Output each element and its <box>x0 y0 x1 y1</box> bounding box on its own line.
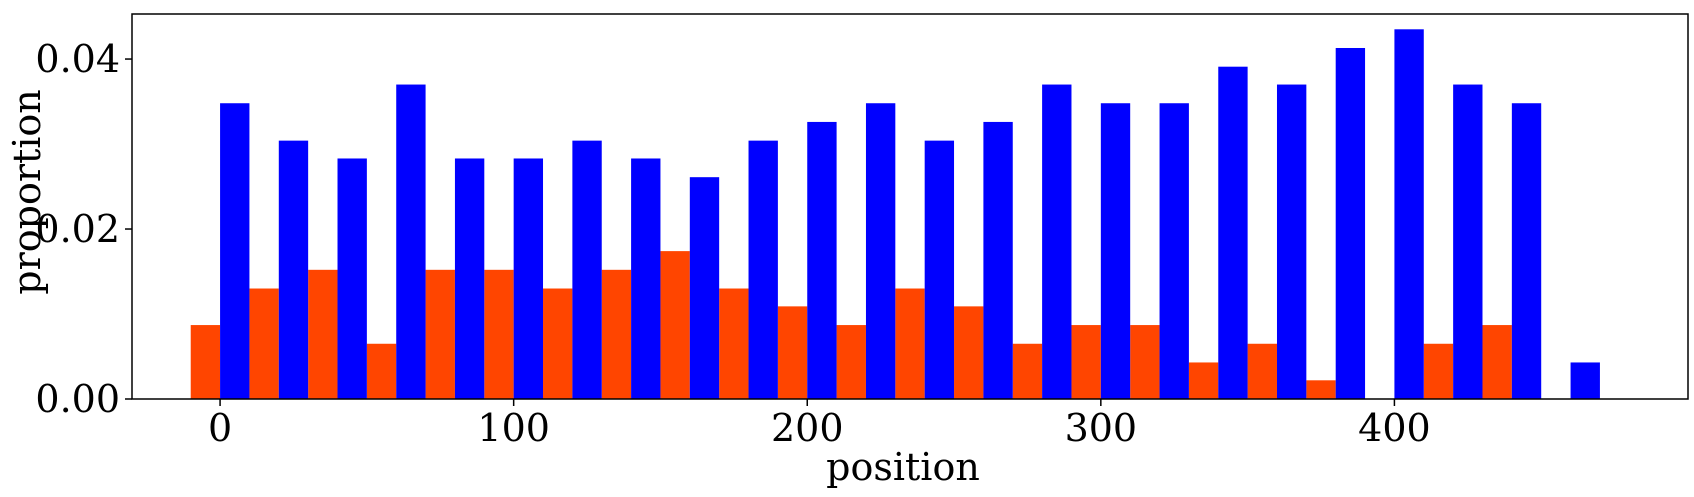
y-axis-label: proportion <box>5 89 49 295</box>
plot-frame <box>131 13 1689 400</box>
bar-series-2-bin-220 <box>865 103 896 400</box>
bar-series-1-bin-0 <box>190 325 221 399</box>
bar-series-2-bin-180 <box>748 140 778 400</box>
x-tick-label: 400 <box>1358 406 1431 450</box>
bar-series-2-bin-340 <box>1218 66 1248 400</box>
bar-series-2-bin-140 <box>631 158 661 399</box>
bar-series-1-bin-440 <box>1482 325 1512 399</box>
bar-series-2-bin-300 <box>1100 103 1131 400</box>
bar-series-1-bin-100 <box>484 269 514 399</box>
bar-series-2-bin-100 <box>513 158 544 399</box>
bar-series-1-bin-40 <box>308 269 338 399</box>
y-tick-label: 0.04 <box>35 37 120 81</box>
x-tick-label: 300 <box>1065 406 1138 450</box>
bar-series-2-bin-320 <box>1159 103 1189 400</box>
bar-series-1-bin-380 <box>1306 380 1336 399</box>
bar-series-2-bin-240 <box>924 140 955 400</box>
bar-series-1-bin-360 <box>1247 343 1277 399</box>
bar-series-2-bin-400 <box>1394 29 1424 400</box>
bar-series-1-bin-340 <box>1188 362 1219 399</box>
bar-series-2-bin-200 <box>807 121 837 400</box>
x-tick-label: 100 <box>477 406 550 450</box>
x-axis-label: position <box>826 445 980 489</box>
bar-series-1-bin-320 <box>1130 325 1160 399</box>
y-axis-ticks: 0.00 0.02 0.04 <box>35 37 132 421</box>
bar-series-1-bin-20 <box>249 288 279 399</box>
y-tick-label: 0.02 <box>35 207 120 251</box>
bar-series-1-bin-80 <box>425 269 455 399</box>
bar-series-2-bin-160 <box>689 177 720 399</box>
bar-series-2-bin-440 <box>1511 103 1542 400</box>
bar-series-2-bin-420 <box>1453 84 1483 400</box>
x-tick-label: 0 <box>208 406 232 450</box>
bar-series-2-bin-20 <box>278 140 309 400</box>
bar-series-1-bin-280 <box>1012 343 1043 399</box>
bar-series-1-bin-260 <box>954 306 984 399</box>
bar-series-1-bin-300 <box>1071 325 1101 399</box>
bar-series-2-bin-80 <box>454 158 485 399</box>
bar-series-1-bin-180 <box>719 288 749 399</box>
bar-series-1-bin-140 <box>601 269 632 399</box>
y-tick-label: 0.00 <box>35 377 120 421</box>
bar-series-2-bin-260 <box>983 121 1013 400</box>
bar-series-1-bin-160 <box>660 251 690 399</box>
bar-series-1-bin-120 <box>543 288 573 399</box>
bar-series-1-bin-220 <box>836 325 866 399</box>
bar-series-2-bin-380 <box>1335 47 1366 400</box>
bar-series-2-bin-40 <box>337 158 367 399</box>
x-tick-label: 200 <box>771 406 844 450</box>
bar-series-2-bin-360 <box>1276 84 1307 400</box>
bar-series-1-bin-200 <box>777 306 808 399</box>
bar-series-2-bin-60 <box>396 84 426 400</box>
bar-series-2-bin-280 <box>1042 84 1072 400</box>
bar-series-1-bin-240 <box>895 288 925 399</box>
x-axis-ticks: 0 100 200 300 400 <box>208 399 1431 450</box>
bar-series-2-bin-120 <box>572 140 602 400</box>
bar-series-2-bin-460 <box>1570 362 1600 399</box>
bars-layer <box>190 29 1600 400</box>
bar-series-1-bin-420 <box>1423 343 1454 399</box>
bar-series-1-bin-60 <box>366 343 397 399</box>
bar-series-2-bin-0 <box>220 103 250 400</box>
